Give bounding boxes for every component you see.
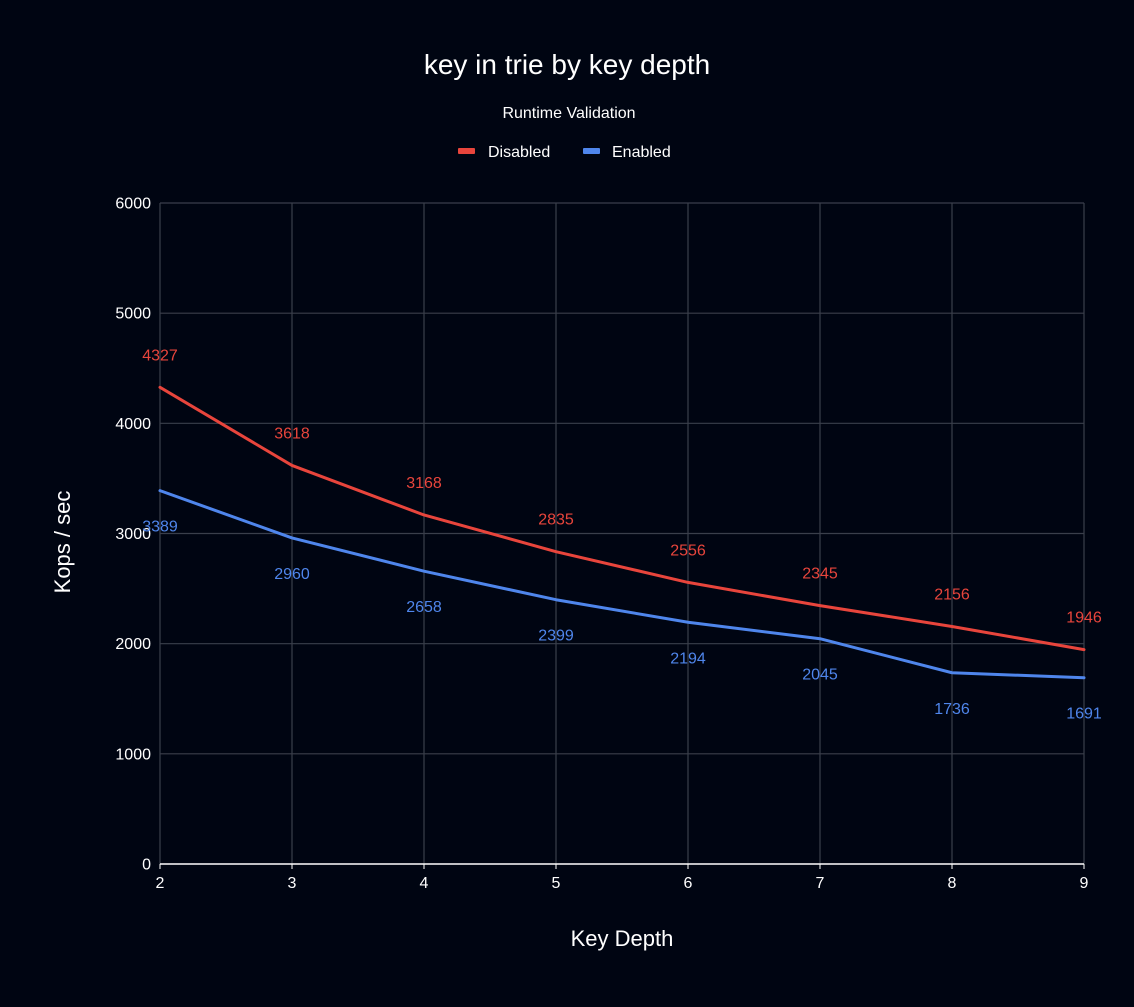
chart-title: key in trie by key depth (424, 49, 710, 80)
data-label-enabled: 2960 (274, 566, 310, 583)
legend-swatch-enabled (583, 148, 600, 154)
legend-item-enabled[interactable]: Enabled (583, 144, 671, 161)
y-tick-label: 0 (142, 857, 151, 874)
series-line-enabled[interactable] (158, 489, 1086, 680)
data-label-disabled: 3618 (274, 425, 310, 442)
y-tick-label: 5000 (115, 306, 151, 323)
x-tick-label: 4 (420, 875, 429, 892)
data-label-enabled: 2658 (406, 599, 442, 616)
x-tick-label: 8 (948, 875, 957, 892)
legend-item-disabled[interactable]: Disabled (458, 144, 550, 161)
y-tick-label: 3000 (115, 526, 151, 543)
x-axis-label: Key Depth (571, 926, 674, 951)
data-label-enabled: 1691 (1066, 706, 1102, 723)
x-tick-label: 2 (156, 875, 165, 892)
legend-title: Runtime Validation (502, 105, 635, 122)
series-lines (158, 385, 1086, 680)
data-label-enabled: 2399 (538, 628, 574, 645)
y-tick-label: 4000 (115, 416, 151, 433)
x-tick-label: 5 (552, 875, 561, 892)
data-label-disabled: 1946 (1066, 610, 1102, 627)
data-label-enabled: 2045 (802, 667, 838, 684)
data-label-disabled: 2556 (670, 542, 706, 559)
y-tick-label: 6000 (115, 196, 151, 213)
series-line-disabled[interactable] (158, 385, 1086, 652)
data-label-disabled: 2835 (538, 512, 574, 529)
legend-label-disabled: Disabled (488, 144, 550, 161)
data-label-enabled: 1736 (934, 701, 970, 718)
y-axis-label: Kops / sec (50, 491, 75, 594)
x-tick-label: 3 (288, 875, 297, 892)
data-label-enabled: 2194 (670, 650, 706, 667)
y-tick-label: 1000 (115, 746, 151, 763)
y-tick-label: 2000 (115, 636, 151, 653)
legend-swatch-disabled (458, 148, 475, 154)
x-tick-label: 9 (1080, 875, 1089, 892)
x-tick-label: 7 (816, 875, 825, 892)
data-label-disabled: 4327 (142, 347, 178, 364)
data-label-enabled: 3389 (142, 519, 178, 536)
data-labels: 4327 3389 3618 2960 3168 2658 2835 2399 2556 2194… (142, 347, 1102, 722)
x-tick-label: 6 (684, 875, 693, 892)
legend-label-enabled: Enabled (612, 144, 671, 161)
legend: Disabled Enabled (458, 144, 671, 161)
grid-lines (159, 202, 1085, 864)
data-label-disabled: 2345 (802, 566, 838, 583)
data-label-disabled: 3168 (406, 475, 442, 492)
data-label-disabled: 2156 (934, 586, 970, 603)
